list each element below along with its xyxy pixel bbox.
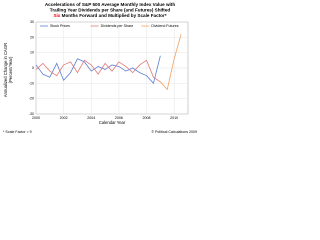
x-tick-label: 2006 [115, 116, 123, 120]
chart: Accelerations of S&P 500 Average Monthly… [0, 0, 200, 137]
legend-label: Dividend Futures [151, 24, 178, 28]
y-tick-label: -20 [29, 97, 34, 101]
y-tick-label: 30 [30, 20, 34, 24]
credit: © Political Calculations 2009 [151, 130, 197, 134]
x-axis-label: Calendar Year [99, 120, 126, 125]
y-axis-label: (Percent/Year) [8, 56, 13, 83]
series-line [35, 59, 161, 83]
x-tick-label: 2008 [143, 116, 151, 120]
y-tick-label: -30 [29, 112, 34, 116]
y-axis-label: Annualized Change in CAGR [3, 43, 8, 97]
x-tick-label: 2010 [170, 116, 178, 120]
title-rest: Months Forward and Multiplied by Scale F… [60, 13, 166, 18]
x-tick-label: 2004 [87, 116, 95, 120]
y-tick-label: 0 [32, 66, 34, 70]
chart-title: Six Months Forward and Multiplied by Sca… [53, 13, 166, 18]
chart-title: Trailing Year Dividends per Share (and F… [50, 8, 171, 13]
legend-label: Dividends per Share [101, 24, 134, 28]
y-tick-label: -10 [29, 81, 34, 85]
series-line [35, 55, 161, 85]
chart-title: Accelerations of S&P 500 Average Monthly… [45, 2, 175, 7]
y-tick-label: 20 [30, 35, 34, 39]
footnote: * Scale Factor = 9 [3, 130, 32, 134]
x-tick-label: 2000 [32, 116, 40, 120]
x-tick-label: 2002 [60, 116, 68, 120]
title-highlight: Six [53, 13, 60, 18]
series-line [160, 34, 182, 91]
y-tick-label: 10 [30, 51, 34, 55]
legend-label: Stock Prices [50, 24, 70, 28]
